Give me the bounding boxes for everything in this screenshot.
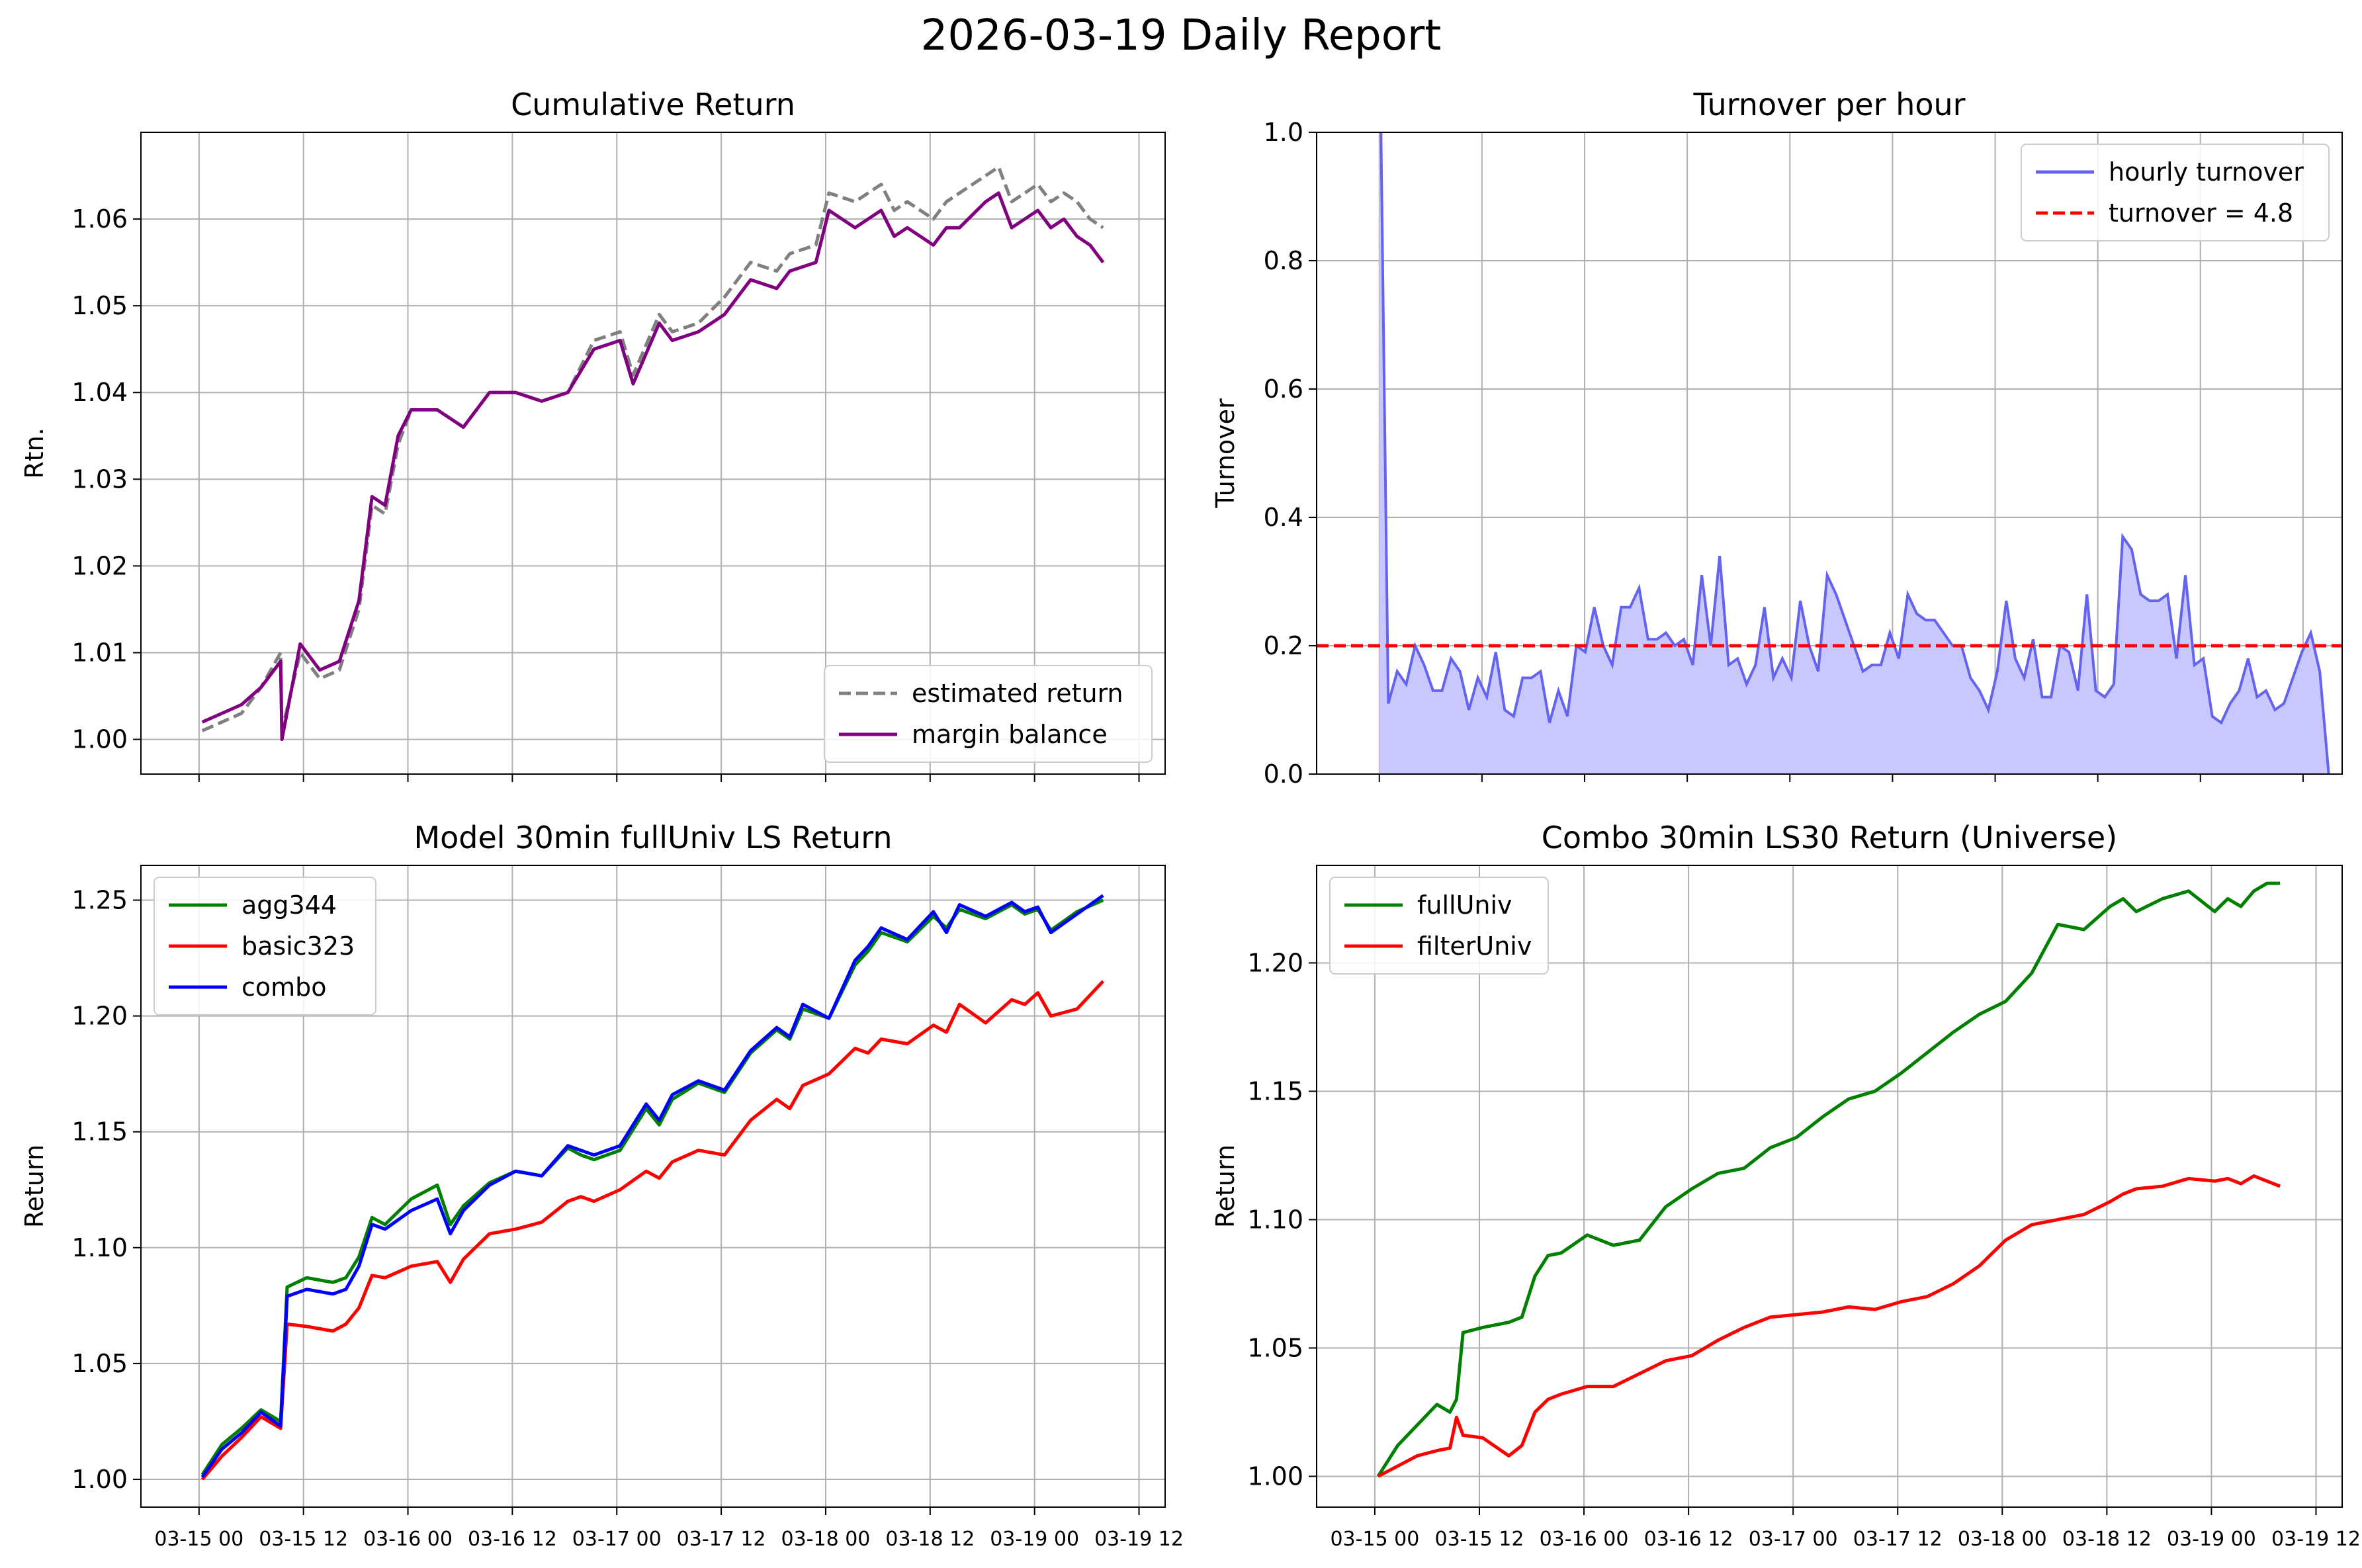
x-tick-label: 03-15 00 [1330, 1528, 1419, 1551]
plot-area [1317, 132, 2342, 774]
x-tick-label: 03-19 00 [2167, 1528, 2256, 1551]
y-tick-label: 0.4 [1264, 503, 1303, 532]
x-tick-label: 03-15 00 [154, 1528, 243, 1551]
legend-label: estimated return [912, 679, 1123, 708]
series-fulluniv [1376, 881, 2281, 1477]
y-tick-label: 0.8 [1264, 246, 1303, 275]
chart-title: Turnover per hour [1692, 87, 1965, 122]
x-tick-label: 03-18 00 [781, 1528, 871, 1551]
x-tick-label: 03-16 00 [1540, 1528, 1629, 1551]
legend-label: turnover = 4.8 [2109, 198, 2293, 228]
legend: fullUniv filterUniv [1329, 877, 1549, 975]
y-axis-label: Return [1211, 1145, 1240, 1228]
y-tick-label: 1.25 [71, 886, 128, 915]
y-tick-label: 1.15 [71, 1117, 128, 1147]
y-tick-label: 1.05 [71, 291, 128, 320]
x-tick-label: 03-17 00 [572, 1528, 662, 1551]
plot-area [201, 165, 1105, 742]
y-axis-label: Rtn. [20, 427, 49, 478]
plot-area [1376, 881, 2281, 1478]
plot-frame [1316, 865, 2343, 1508]
y-tick-label: 1.00 [71, 1465, 128, 1494]
x-tick-label: 03-16 00 [363, 1528, 453, 1551]
legend-box [824, 665, 1153, 763]
y-tick-label: 0.2 [1264, 631, 1303, 660]
y-tick-label: 1.10 [71, 1233, 128, 1262]
legend-label: basic323 [241, 932, 355, 961]
series-filteruniv [1377, 1174, 2281, 1478]
chart-panel-3: 1.00 1.05 1.10 1.15 1.20 1.25 03-15 00 03-15 12… [20, 820, 1184, 1551]
legend-label: fullUniv [1417, 891, 1512, 920]
legend-label: hourly turnover [2109, 157, 2304, 187]
legend-box [1329, 877, 1549, 975]
y-tick-label: 1.20 [1247, 948, 1303, 977]
y-tick-label: 1.15 [1247, 1076, 1303, 1106]
legend: hourly turnover turnover = 4.8 [2021, 144, 2330, 241]
legend-box [2021, 144, 2330, 241]
y-tick-label: 1.00 [1247, 1461, 1303, 1491]
series-margin-balance [201, 191, 1105, 742]
y-tick-label: 1.06 [71, 204, 128, 234]
plot-frame [140, 132, 1166, 775]
y-tick-label: 1.03 [71, 464, 128, 494]
y-tick-label: 1.05 [1247, 1333, 1303, 1362]
x-tick-label: 03-17 12 [1853, 1528, 1943, 1551]
series-estimated-return [201, 165, 1104, 732]
y-tick-label: 1.01 [71, 638, 128, 667]
y-tick-label: 1.05 [71, 1349, 128, 1378]
legend-label: margin balance [912, 720, 1108, 749]
y-tick-label: 1.00 [71, 725, 128, 754]
legend: agg344 basic323 combo [153, 877, 376, 1016]
chart-title: Combo 30min LS30 Return (Universe) [1542, 820, 2117, 855]
y-tick-label: 1.02 [71, 551, 128, 580]
x-tick-label: 03-16 12 [1644, 1528, 1733, 1551]
chart-panel-4: 1.00 1.05 1.10 1.15 1.20 03-15 00 03-15 12 03-1… [1211, 820, 2361, 1551]
plot-frame [1316, 132, 2343, 775]
legend-box [153, 877, 376, 1016]
x-tick-label: 03-19 12 [2271, 1528, 2361, 1551]
y-tick-label: 0.0 [1264, 760, 1303, 789]
chart-panel-2: 0.0 0.2 0.4 0.6 0.8 1.0 Turnover per hour Turno… [1211, 87, 2343, 789]
y-tick-label: 1.0 [1264, 118, 1303, 147]
chart-title: Cumulative Return [511, 87, 795, 122]
y-tick-label: 1.10 [1247, 1205, 1303, 1234]
series-combo [200, 894, 1104, 1478]
x-tick-label: 03-18 00 [1958, 1528, 2047, 1551]
y-axis-label: Return [20, 1145, 49, 1228]
legend-label: combo [241, 973, 327, 1002]
x-tick-label: 03-17 12 [677, 1528, 766, 1551]
x-tick-label: 03-18 12 [885, 1528, 975, 1551]
x-tick-label: 03-18 12 [2062, 1528, 2152, 1551]
chart-panel-1: 1.00 1.01 1.02 1.03 1.04 1.05 1.06 Cumulative R… [20, 87, 1166, 782]
x-tick-label: 03-15 12 [1435, 1528, 1524, 1551]
y-axis-label: Turnover [1211, 398, 1240, 509]
y-tick-label: 1.04 [71, 378, 128, 407]
x-tick-label: 03-17 00 [1749, 1528, 1838, 1551]
y-tick-label: 0.6 [1264, 374, 1303, 404]
x-tick-label: 03-19 00 [990, 1528, 1079, 1551]
plot-frame [140, 865, 1166, 1508]
x-tick-label: 03-16 12 [468, 1528, 557, 1551]
plot-area [200, 894, 1105, 1481]
x-tick-label: 03-15 12 [259, 1528, 348, 1551]
legend-label: agg344 [241, 891, 337, 920]
x-tick-label: 03-19 12 [1094, 1528, 1184, 1551]
series-basic323 [200, 980, 1105, 1481]
y-tick-label: 1.20 [71, 1002, 128, 1031]
chart-title: Model 30min fullUniv LS Return [414, 820, 892, 855]
legend-label: filterUniv [1417, 932, 1532, 961]
figure-title: 2026-03-19 Daily Report [921, 11, 1442, 60]
legend: estimated return margin balance [824, 665, 1153, 763]
